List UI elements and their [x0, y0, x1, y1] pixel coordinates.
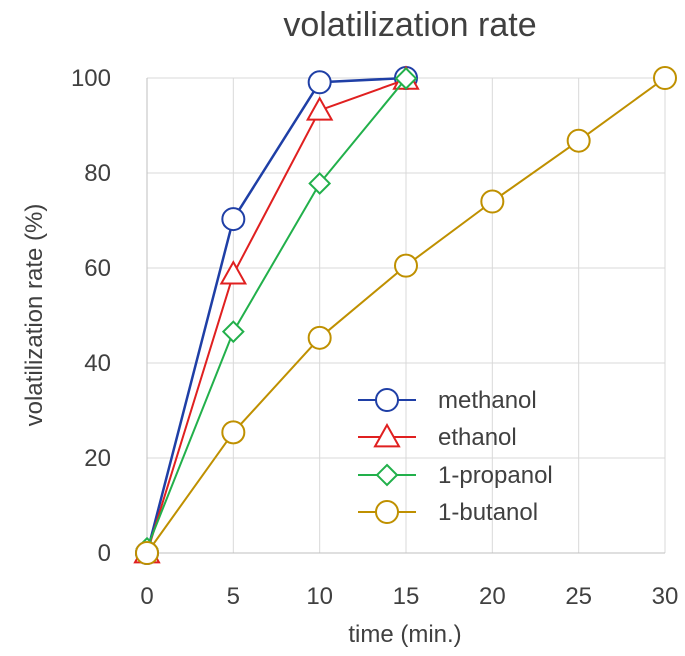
x-tick-label: 20: [479, 583, 506, 610]
series-1-point: [219, 260, 248, 285]
chart-title: volatilization rate: [283, 6, 536, 44]
series-0-point: [307, 70, 332, 95]
plot-grid: [146, 77, 666, 554]
series-3-point: [135, 541, 159, 565]
x-axis-label: time (min.): [348, 621, 461, 648]
series-3-point: [375, 500, 399, 524]
series-2-point: [221, 320, 245, 344]
series-2-line: [146, 77, 407, 550]
series-0-line: [145, 76, 408, 555]
series-1-point: [305, 96, 334, 121]
series-0: [135, 66, 418, 565]
x-tick-label: 15: [393, 583, 420, 610]
y-tick-label: 0: [98, 540, 111, 567]
x-tick-label: 5: [227, 583, 240, 610]
x-tick-label: 10: [306, 583, 333, 610]
y-axis-label: volatilization rate (%): [21, 204, 48, 427]
legend-item-0: methanol: [358, 387, 537, 414]
series-2: [135, 67, 418, 560]
series-3-point: [480, 189, 505, 214]
series-2-point: [375, 463, 399, 487]
legend: methanol ethanol 1-propanol 1-butanol: [358, 387, 553, 526]
x-tick-label: 25: [565, 583, 592, 610]
series-1: [133, 65, 420, 564]
series-3-point: [653, 66, 677, 90]
series-3: [135, 66, 677, 565]
series-2-point: [308, 172, 332, 195]
x-axis-ticks: 0 5 10 15 20 25 30: [140, 583, 678, 610]
series-2-point: [394, 67, 418, 90]
series-3-point: [394, 253, 418, 278]
series-3-point: [307, 325, 332, 350]
legend-label: 1-butanol: [438, 499, 538, 526]
y-tick-label: 40: [84, 350, 111, 377]
legend-item-3: 1-butanol: [358, 499, 538, 526]
data-series: [133, 65, 677, 565]
y-axis-ticks: 0 20 40 60 80 100: [71, 65, 111, 567]
legend-label: methanol: [438, 387, 537, 414]
series-3-point: [566, 128, 591, 153]
series-3-point: [221, 420, 246, 445]
y-tick-label: 100: [71, 65, 111, 92]
series-1-point: [373, 422, 401, 448]
legend-label: ethanol: [438, 424, 517, 451]
y-tick-label: 80: [84, 160, 111, 187]
x-tick-label: 0: [140, 583, 153, 610]
y-tick-label: 60: [84, 255, 111, 282]
legend-label: 1-propanol: [438, 462, 553, 489]
series-1-line: [146, 78, 407, 554]
series-0-point: [375, 388, 399, 412]
x-tick-label: 30: [652, 583, 679, 610]
y-tick-label: 20: [84, 445, 111, 472]
series-0-point: [221, 207, 246, 232]
legend-item-1: ethanol: [358, 422, 517, 451]
legend-item-2: 1-propanol: [358, 462, 553, 489]
